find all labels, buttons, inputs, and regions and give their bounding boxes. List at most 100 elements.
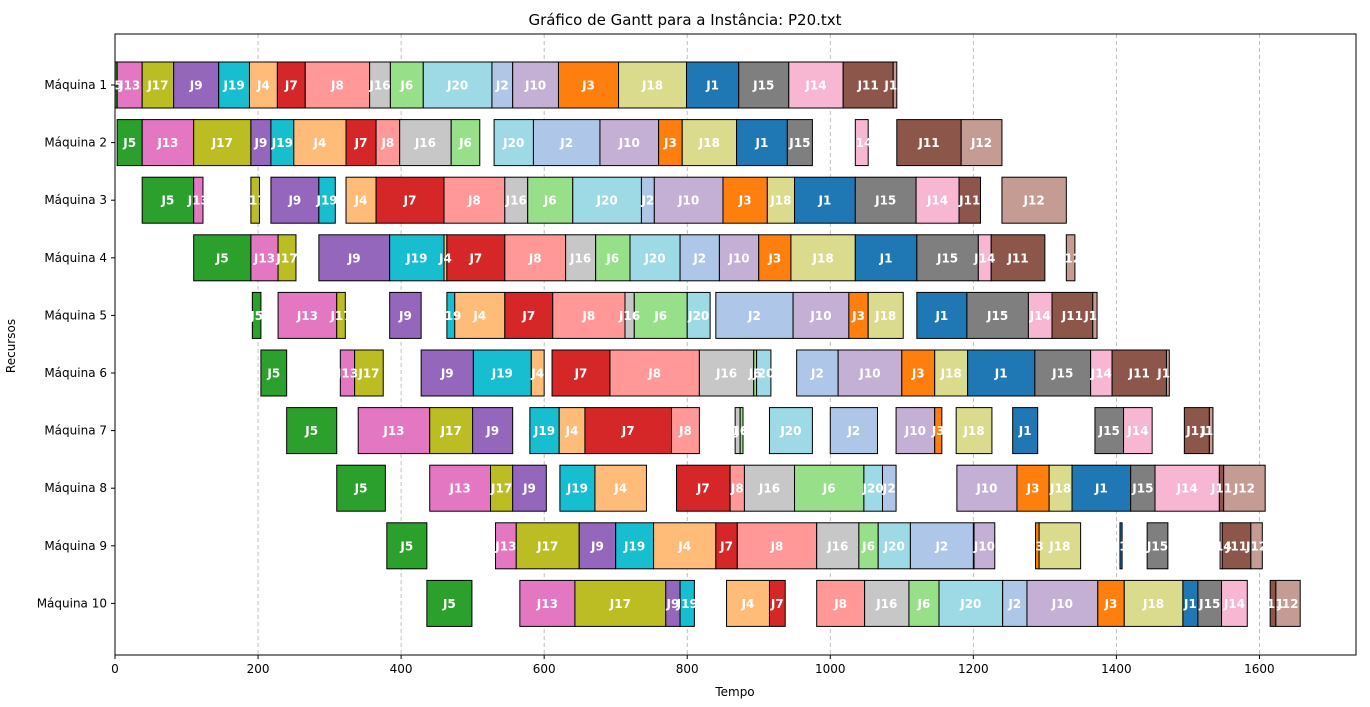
gantt-bar-label: J14 — [973, 251, 995, 265]
gantt-bar-label: J2 — [846, 424, 860, 438]
gantt-bar-label: J9 — [254, 136, 268, 150]
gantt-bar-label: J10 — [524, 79, 546, 93]
gantt-bar-j4 — [345, 176, 377, 224]
gantt-bar-label: J5 — [304, 424, 318, 438]
gantt-bar-label: J14 — [850, 136, 872, 150]
gantt-bar-j3 — [1097, 579, 1125, 627]
gantt-bar-label: J7 — [468, 251, 482, 265]
gantt-bar-j12 — [892, 61, 898, 109]
gantt-bar-j19 — [218, 61, 250, 109]
gantt-bar-j2 — [796, 349, 839, 397]
gantt-bar-label: J5 — [249, 309, 263, 323]
gantt-bar-j4 — [594, 464, 647, 512]
gantt-bar-label: J15 — [1098, 424, 1120, 438]
gantt-bar-label: J20 — [643, 251, 665, 265]
gantt-bar-j20 — [493, 119, 534, 167]
gantt-bar-j13 — [519, 579, 576, 627]
gantt-bar-j11 — [990, 234, 1046, 282]
gantt-bar-label: J3 — [738, 194, 752, 208]
gantt-bar-label: J1 — [1183, 597, 1197, 611]
gantt-bar-j12 — [1223, 464, 1266, 512]
gantt-bar-label: J10 — [677, 194, 699, 208]
machine-label: Máquina 9 — [44, 539, 107, 553]
gantt-bar-label: J7 — [284, 79, 298, 93]
gantt-bar-j14 — [1123, 407, 1153, 455]
gantt-bar-label: J4 — [472, 309, 486, 323]
gantt-bar-label: J3 — [663, 136, 677, 150]
gantt-bar-label: J10 — [1051, 597, 1073, 611]
gantt-bar-label: J13 — [382, 424, 404, 438]
x-tick-label: 400 — [390, 662, 413, 676]
gantt-bar-j5 — [260, 349, 288, 397]
gantt-bar-j20 — [756, 349, 772, 397]
gantt-bar-j10 — [653, 176, 724, 224]
gantt-bar-j13 — [429, 464, 492, 512]
gantt-bar-label: J8 — [678, 424, 692, 438]
gantt-bar-label: J12 — [1276, 597, 1298, 611]
gantt-bar-label: J8 — [330, 79, 344, 93]
gantt-bar-j5 — [251, 291, 262, 339]
gantt-bar-j2 — [679, 234, 720, 282]
gantt-bar-j13 — [116, 61, 143, 109]
gantt-bar-j10 — [973, 522, 996, 570]
gantt-bar-j14 — [915, 176, 960, 224]
x-tick-label: 800 — [676, 662, 699, 676]
gantt-bar-label: J1 — [1114, 539, 1128, 553]
gantt-bar-label: J13 — [536, 597, 558, 611]
gantt-bar-label: J13 — [336, 367, 358, 381]
gantt-bar-j19 — [615, 522, 655, 570]
gantt-bar-label: J20 — [779, 424, 801, 438]
gantt-bar-j2 — [532, 119, 601, 167]
gantt-bar-label: J3 — [1104, 597, 1118, 611]
gantt-bar-label: J12 — [883, 79, 905, 93]
gantt-bar-label: J10 — [904, 424, 926, 438]
gantt-bar-label: J19 — [223, 79, 245, 93]
gantt-bar-label: J5 — [266, 367, 280, 381]
gantt-bar-j10 — [895, 407, 936, 455]
gantt-bar-j8 — [443, 176, 506, 224]
gantt-bar-label: J11 — [1006, 251, 1028, 265]
gantt-bar-label: J7 — [354, 136, 368, 150]
gantt-bar-label: J17 — [609, 597, 631, 611]
gantt-bar-j8 — [736, 522, 818, 570]
gantt-bar-label: J16 — [826, 539, 848, 553]
gantt-bar-label: J16 — [505, 194, 527, 208]
gantt-bar-label: J17 — [536, 539, 558, 553]
gantt-bar-label: J3 — [581, 79, 595, 93]
gantt-bar-label: J18 — [698, 136, 720, 150]
gantt-bar-label: J11 — [1185, 424, 1207, 438]
machine-label: Máquina 10 — [37, 596, 107, 610]
gantt-bar-j10 — [792, 291, 850, 339]
gantt-bar-label: J15 — [1146, 539, 1168, 553]
gantt-bar-label: J16 — [758, 482, 780, 496]
gantt-bar-label: J17 — [440, 424, 462, 438]
gantt-bar-label: J11 — [917, 136, 939, 150]
gantt-bar-label: J19 — [439, 309, 461, 323]
gantt-bar-j11 — [1111, 349, 1167, 397]
machine-label: Máquina 8 — [44, 481, 107, 495]
gantt-bar-label: J1 — [705, 79, 719, 93]
machine-label: Máquina 3 — [44, 193, 107, 207]
gantt-bar-label: J16 — [715, 367, 737, 381]
machine-label: Máquina 5 — [44, 308, 107, 322]
gantt-bar-label: J2 — [1007, 597, 1021, 611]
gantt-bar-label: J7 — [719, 539, 733, 553]
gantt-bar-label: J20 — [862, 482, 884, 496]
gantt-bar-label: J8 — [581, 309, 595, 323]
gantt-bar-label: J4 — [256, 79, 270, 93]
gantt-bar-label: J14 — [804, 79, 826, 93]
gantt-bar-label: J18 — [1142, 597, 1164, 611]
gantt-bar-j7 — [446, 234, 506, 282]
gantt-bar-j6 — [739, 407, 744, 455]
machine-label: Máquina 6 — [44, 366, 107, 380]
gantt-bar-j14 — [1221, 579, 1248, 627]
gantt-bar-label: J13 — [494, 539, 516, 553]
gantt-bar-label: J4 — [613, 482, 627, 496]
gantt-bar-label: J10 — [973, 539, 995, 553]
gantt-bar-j11 — [896, 119, 962, 167]
gantt-bar-j1 — [686, 61, 740, 109]
gantt-bar-j19 — [318, 176, 336, 224]
gantt-bar-label: J19 — [491, 367, 513, 381]
gantt-bar-label: J10 — [975, 482, 997, 496]
gantt-bar-label: J4 — [313, 136, 327, 150]
